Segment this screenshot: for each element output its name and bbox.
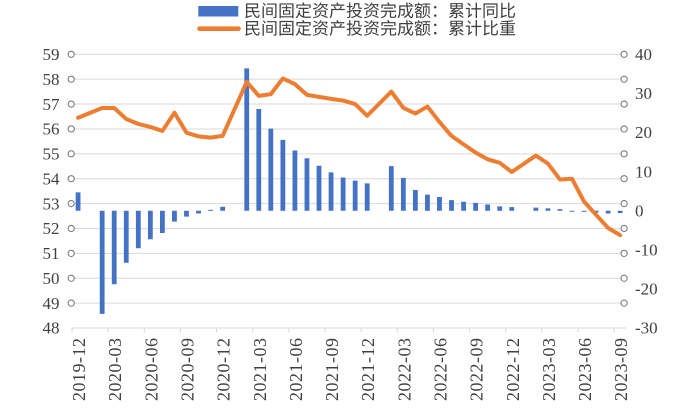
svg-text:2021-06: 2021-06 [286, 338, 306, 402]
svg-text:-10: -10 [635, 241, 658, 260]
svg-text:48: 48 [43, 319, 60, 338]
svg-text:2019-12: 2019-12 [69, 338, 89, 402]
svg-text:49: 49 [43, 294, 60, 313]
svg-text:51: 51 [43, 244, 60, 263]
svg-text:54: 54 [43, 169, 61, 188]
svg-text:2023-03: 2023-03 [539, 338, 559, 402]
svg-text:2020-12: 2020-12 [214, 338, 234, 402]
svg-text:0: 0 [635, 201, 644, 220]
svg-text:52: 52 [43, 219, 60, 238]
svg-text:53: 53 [43, 194, 60, 213]
svg-text:58: 58 [43, 70, 60, 89]
svg-text:50: 50 [43, 269, 60, 288]
svg-text:30: 30 [635, 84, 652, 103]
svg-text:57: 57 [43, 95, 61, 114]
svg-text:2023-06: 2023-06 [575, 338, 595, 402]
svg-text:2023-09: 2023-09 [611, 338, 631, 402]
svg-text:2020-06: 2020-06 [141, 338, 161, 402]
svg-text:2021-09: 2021-09 [322, 338, 342, 402]
svg-text:2020-03: 2020-03 [105, 338, 125, 402]
svg-text:2020-09: 2020-09 [177, 338, 197, 402]
svg-text:2022-12: 2022-12 [503, 338, 523, 402]
svg-text:2022-03: 2022-03 [394, 338, 414, 402]
svg-text:55: 55 [43, 145, 60, 164]
svg-text:-30: -30 [635, 319, 658, 338]
svg-text:20: 20 [635, 123, 652, 142]
svg-text:-20: -20 [635, 280, 658, 299]
svg-text:59: 59 [43, 45, 60, 64]
svg-text:2021-03: 2021-03 [250, 338, 270, 402]
svg-text:40: 40 [635, 45, 652, 64]
svg-text:2022-06: 2022-06 [430, 338, 450, 402]
svg-text:56: 56 [43, 120, 60, 139]
svg-text:10: 10 [635, 162, 652, 181]
svg-text:2022-09: 2022-09 [467, 338, 487, 402]
svg-text:2021-12: 2021-12 [358, 338, 378, 402]
